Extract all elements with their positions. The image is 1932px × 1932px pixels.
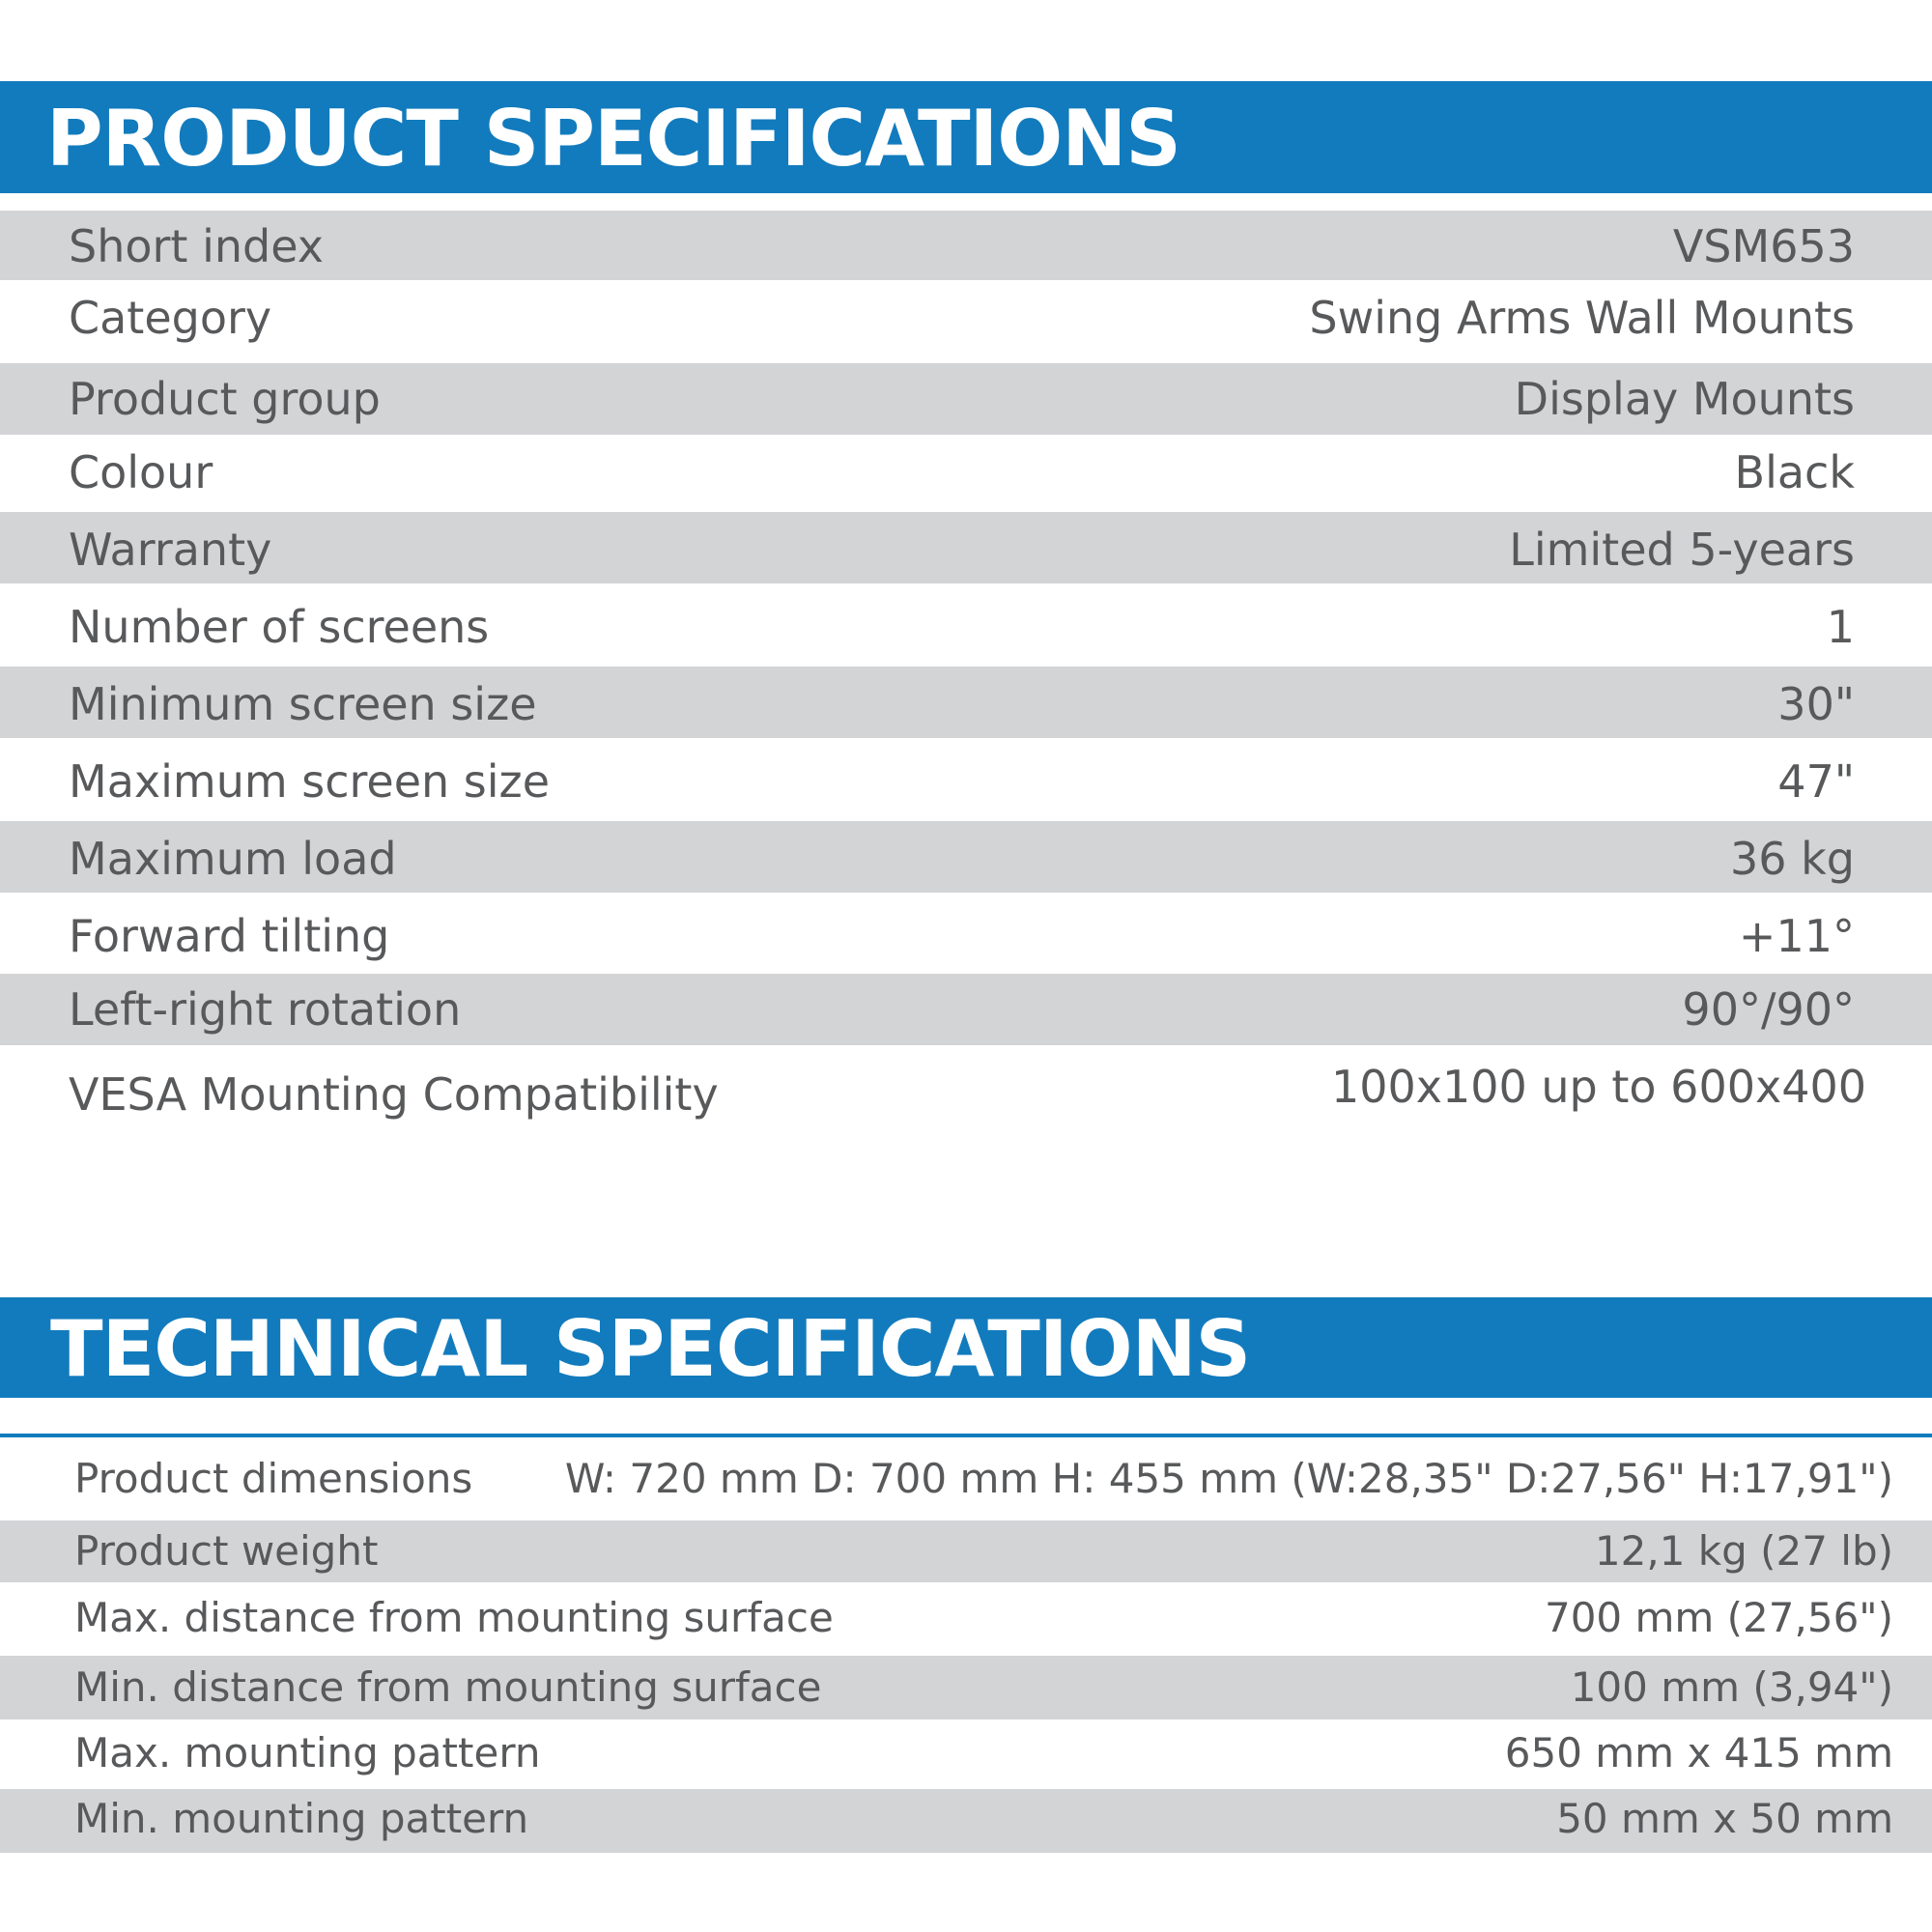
spec-row-product-group: Product group Display Mounts bbox=[0, 363, 1932, 435]
spec-label: Product group bbox=[69, 373, 381, 425]
spec-row-short-index: Short index VSM653 bbox=[0, 211, 1932, 280]
spec-row-maximum-screen-size: Maximum screen size 47" bbox=[0, 738, 1932, 821]
spec-value: Black bbox=[1734, 446, 1855, 498]
spec-value: Limited 5-years bbox=[1509, 524, 1855, 576]
tech-row-product-weight: Product weight 12,1 kg (27 lb) bbox=[0, 1520, 1932, 1582]
spec-label: VESA Mounting Compatibility bbox=[69, 1068, 719, 1121]
spec-label: Left-right rotation bbox=[69, 983, 462, 1036]
spec-value: Swing Arms Wall Mounts bbox=[1309, 292, 1855, 344]
spec-label: Forward tilting bbox=[69, 910, 390, 962]
tech-row-min-distance: Min. distance from mounting surface 100 … bbox=[0, 1656, 1932, 1719]
technical-specifications-heading: TECHNICAL SPECIFICATIONS bbox=[50, 1304, 1251, 1394]
spec-row-forward-tilting: Forward tilting +11° bbox=[0, 893, 1932, 974]
tech-value: 700 mm (27,56") bbox=[1544, 1594, 1893, 1641]
tech-label: Product weight bbox=[74, 1527, 379, 1575]
product-specifications-banner: PRODUCT SPECIFICATIONS bbox=[0, 81, 1932, 193]
tech-label: Min. distance from mounting surface bbox=[74, 1663, 822, 1711]
spec-value: +11° bbox=[1738, 910, 1855, 962]
spec-label: Short index bbox=[69, 220, 324, 272]
spec-row-category: Category Swing Arms Wall Mounts bbox=[0, 280, 1932, 363]
spec-value: 30" bbox=[1777, 678, 1855, 730]
tech-row-min-mounting-pattern: Min. mounting pattern 50 mm x 50 mm bbox=[0, 1789, 1932, 1853]
spec-label: Warranty bbox=[69, 524, 272, 576]
spec-row-minimum-screen-size: Minimum screen size 30" bbox=[0, 667, 1932, 738]
spec-value: 36 kg bbox=[1730, 833, 1855, 885]
tech-row-product-dimensions: Product dimensions W: 720 mm D: 700 mm H… bbox=[0, 1437, 1932, 1520]
technical-specifications-banner: TECHNICAL SPECIFICATIONS bbox=[0, 1297, 1932, 1398]
spec-label: Maximum screen size bbox=[69, 755, 551, 808]
product-specifications-heading: PRODUCT SPECIFICATIONS bbox=[46, 94, 1181, 184]
tech-label: Max. distance from mounting surface bbox=[74, 1594, 834, 1641]
spec-row-maximum-load: Maximum load 36 kg bbox=[0, 821, 1932, 893]
tech-value: 12,1 kg (27 lb) bbox=[1594, 1527, 1893, 1575]
spec-value: 90°/90° bbox=[1682, 983, 1855, 1036]
spec-label: Maximum load bbox=[69, 833, 397, 885]
spec-row-colour: Colour Black bbox=[0, 435, 1932, 512]
spec-row-number-of-screens: Number of screens 1 bbox=[0, 583, 1932, 667]
spec-label: Colour bbox=[69, 446, 213, 498]
spec-row-left-right-rotation: Left-right rotation 90°/90° bbox=[0, 974, 1932, 1045]
tech-label: Max. mounting pattern bbox=[74, 1729, 541, 1776]
tech-row-max-distance: Max. distance from mounting surface 700 … bbox=[0, 1582, 1932, 1656]
spec-value: 100x100 up to 600x400 bbox=[1330, 1061, 1866, 1113]
tech-value: 50 mm x 50 mm bbox=[1556, 1795, 1893, 1842]
tech-value: 100 mm (3,94") bbox=[1570, 1663, 1893, 1711]
spec-label: Minimum screen size bbox=[69, 678, 537, 730]
spec-value: Display Mounts bbox=[1514, 373, 1855, 425]
spec-value: VSM653 bbox=[1672, 220, 1855, 272]
technical-divider bbox=[0, 1434, 1932, 1437]
spec-value: 47" bbox=[1777, 755, 1855, 808]
spec-row-vesa-compatibility: VESA Mounting Compatibility 100x100 up t… bbox=[0, 1045, 1932, 1151]
tech-label: Product dimensions bbox=[74, 1455, 473, 1502]
tech-label: Min. mounting pattern bbox=[74, 1795, 529, 1842]
spec-row-warranty: Warranty Limited 5-years bbox=[0, 512, 1932, 583]
tech-value: W: 720 mm D: 700 mm H: 455 mm (W:28,35" … bbox=[564, 1455, 1893, 1502]
tech-row-max-mounting-pattern: Max. mounting pattern 650 mm x 415 mm bbox=[0, 1719, 1932, 1789]
tech-value: 650 mm x 415 mm bbox=[1504, 1729, 1893, 1776]
spec-value: 1 bbox=[1826, 601, 1855, 653]
spec-label: Category bbox=[69, 292, 272, 344]
spec-label: Number of screens bbox=[69, 601, 490, 653]
